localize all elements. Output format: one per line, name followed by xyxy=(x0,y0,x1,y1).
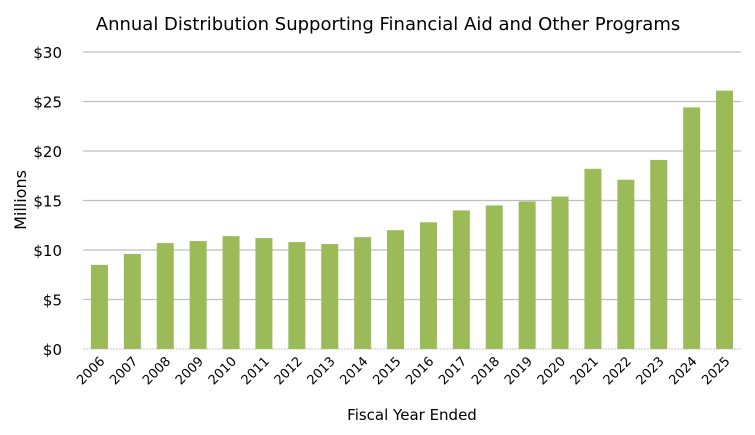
bar-2021 xyxy=(584,168,602,349)
bar-2020 xyxy=(551,196,569,349)
x-tick-label: 2015 xyxy=(370,354,404,388)
x-tick-label: 2020 xyxy=(535,354,569,388)
y-axis-label: Millions xyxy=(11,170,30,230)
x-tick-label: 2021 xyxy=(568,354,602,388)
x-tick-label: 2019 xyxy=(502,354,536,388)
y-tick-label: $15 xyxy=(33,193,62,211)
bar-2015 xyxy=(387,230,405,349)
bar-2025 xyxy=(716,90,734,350)
y-tick-label: $0 xyxy=(43,341,62,359)
x-tick-label: 2007 xyxy=(107,354,141,388)
x-tick-label: 2025 xyxy=(699,354,733,388)
bar-2018 xyxy=(485,205,503,349)
bar-2012 xyxy=(288,242,306,349)
x-tick-label: 2013 xyxy=(305,354,339,388)
chart-title: Annual Distribution Supporting Financial… xyxy=(96,14,680,35)
x-tick-label: 2014 xyxy=(337,354,371,388)
bar-2010 xyxy=(222,236,240,349)
x-tick-label: 2016 xyxy=(403,354,437,388)
bar-2022 xyxy=(617,179,635,349)
bar-2023 xyxy=(650,159,668,349)
bar-2013 xyxy=(321,244,339,349)
y-tick-label: $25 xyxy=(33,94,62,112)
bar-2016 xyxy=(419,222,437,349)
x-tick-label: 2008 xyxy=(140,354,174,388)
bar-2009 xyxy=(189,241,207,349)
x-tick-label: 2022 xyxy=(601,354,635,388)
x-tick-label: 2017 xyxy=(436,354,470,388)
x-tick-label: 2006 xyxy=(74,354,108,388)
y-tick-label: $20 xyxy=(33,143,62,161)
x-tick-label: 2018 xyxy=(469,354,503,388)
bar-2014 xyxy=(354,237,372,349)
bar-2008 xyxy=(156,243,174,349)
x-axis-label: Fiscal Year Ended xyxy=(347,406,477,424)
bar-2011 xyxy=(255,238,273,349)
bar-2024 xyxy=(683,107,701,349)
y-tick-label: $10 xyxy=(33,242,62,260)
x-tick-label: 2010 xyxy=(206,354,240,388)
x-tick-label: 2024 xyxy=(666,354,700,388)
x-tick-label: 2012 xyxy=(272,354,306,388)
bar-2017 xyxy=(452,210,470,349)
bar-2007 xyxy=(123,253,141,349)
y-tick-label: $5 xyxy=(43,292,62,310)
x-tick-label: 2009 xyxy=(173,354,207,388)
bar-2019 xyxy=(518,201,536,349)
x-tick-label: 2023 xyxy=(634,354,668,388)
y-tick-label: $30 xyxy=(33,44,62,62)
bar-2006 xyxy=(90,264,108,349)
x-tick-label: 2011 xyxy=(239,354,273,388)
